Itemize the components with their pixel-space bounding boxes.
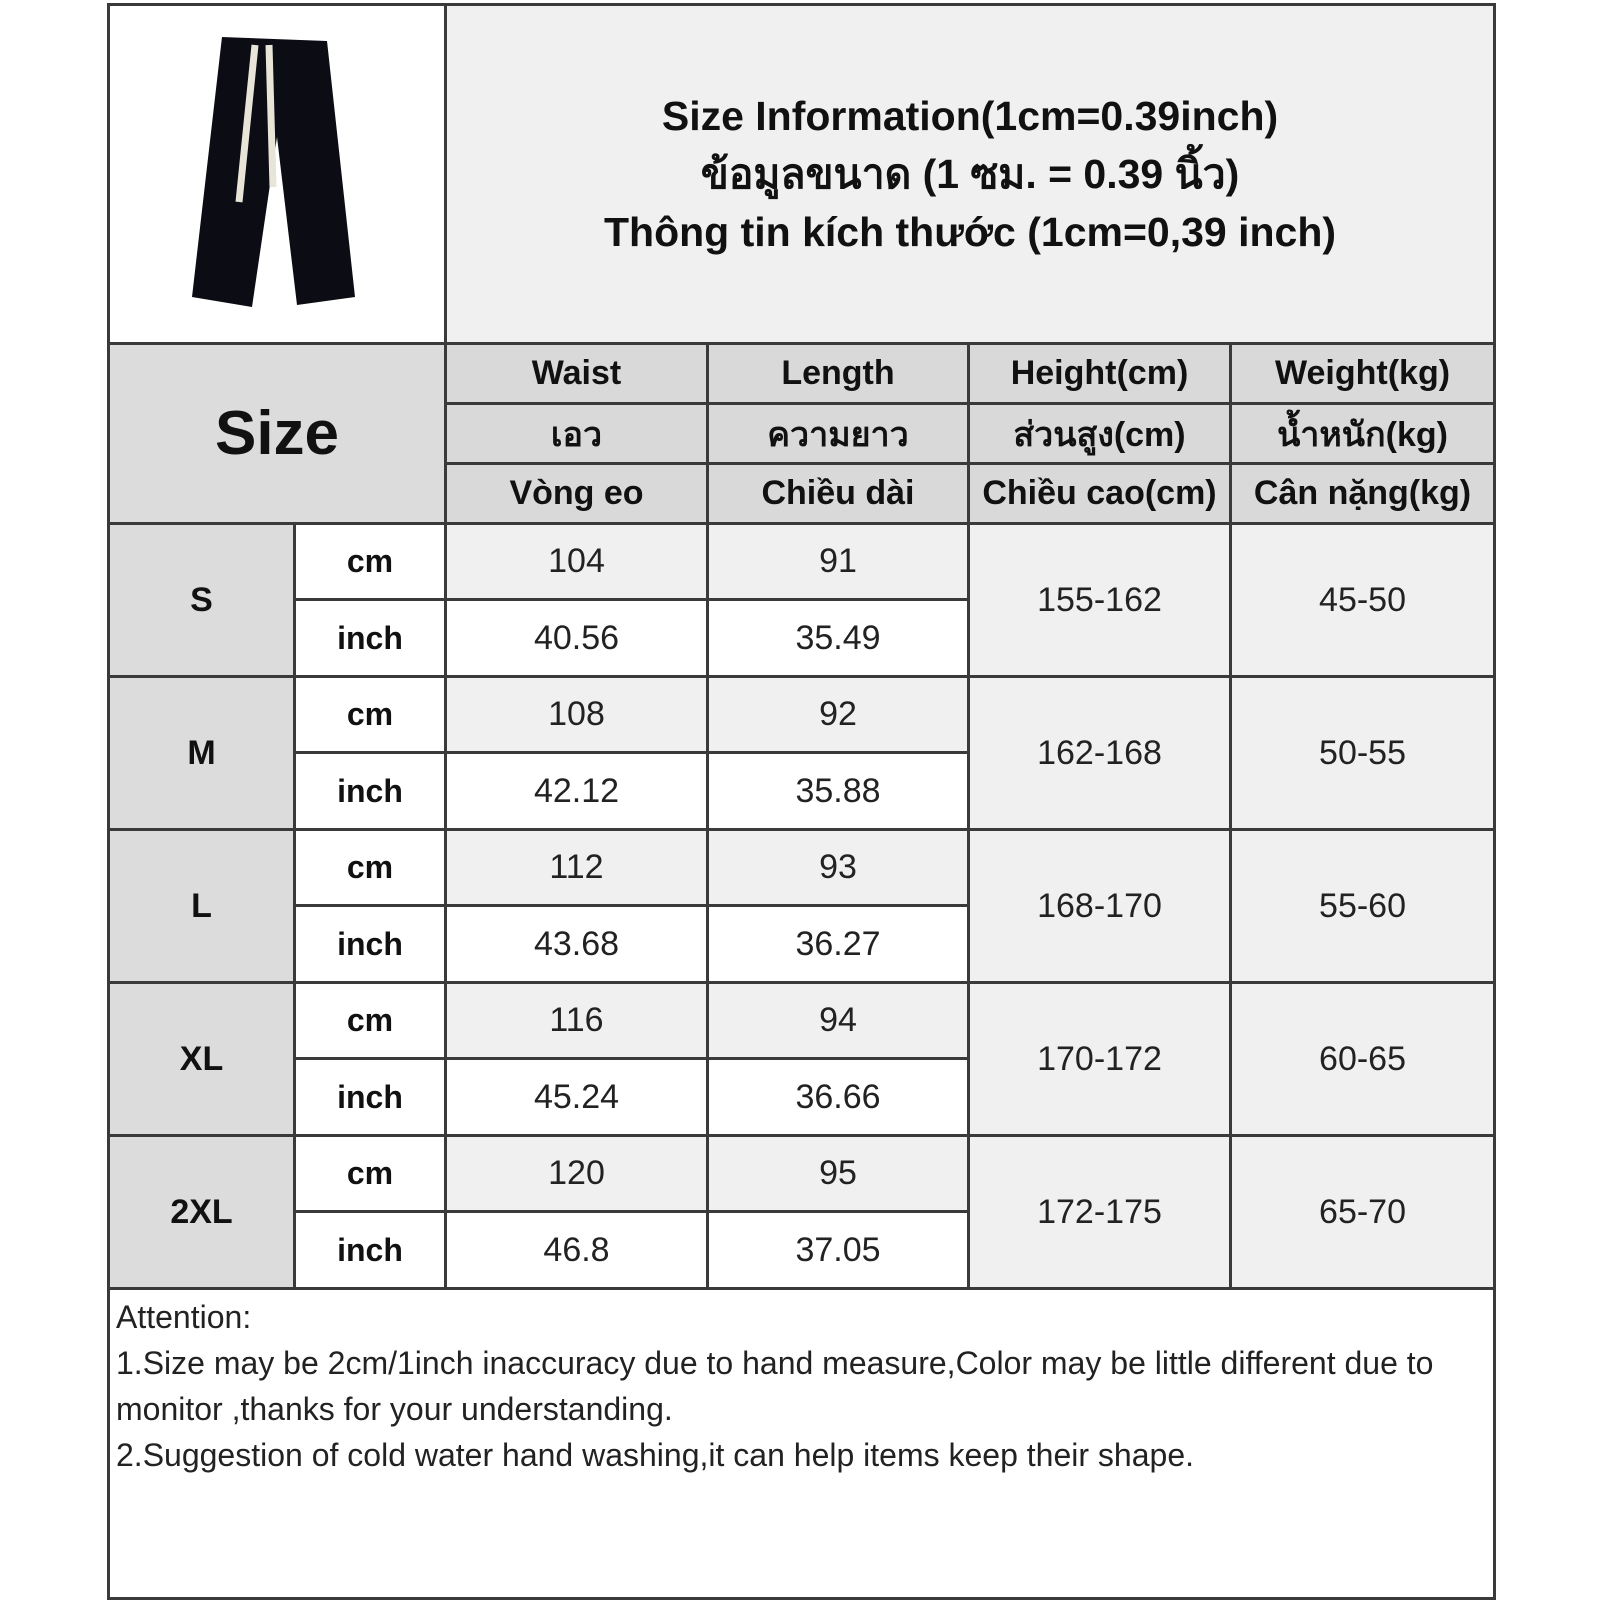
col-height-vi: Chiều cao(cm): [967, 462, 1232, 525]
weight-range: 50-55: [1228, 675, 1497, 831]
col-weight-vi: Cân nặng(kg): [1228, 462, 1497, 525]
table-row-inch: inch 40.56 35.49: [109, 598, 1495, 678]
height-range: 170-172: [967, 981, 1232, 1137]
col-weight-en: Weight(kg): [1228, 342, 1497, 405]
table-row-inch: inch 42.12 35.88: [109, 751, 1495, 831]
col-weight-th: น้ำหนัก(kg): [1228, 402, 1497, 465]
notes: Attention: 1.Size may be 2cm/1inch inacc…: [106, 1287, 1497, 1600]
size-chart: Size Information(1cm=0.39inch) ข้อมูลขนา…: [106, 3, 1497, 1600]
waist-inch: 46.8: [444, 1210, 709, 1290]
length-cm: 93: [706, 828, 970, 907]
size-label: L: [107, 828, 296, 984]
col-height-th: ส่วนสูง(cm): [967, 402, 1232, 465]
unit-cm: cm: [293, 828, 447, 907]
waist-cm: 116: [444, 981, 709, 1060]
waist-cm: 104: [444, 522, 709, 601]
table-row-cm: XL cm 116 94 170-172 60-65: [107, 981, 1497, 1137]
unit-inch: inch: [293, 904, 447, 984]
height-range: 155-162: [967, 522, 1232, 678]
unit-inch: inch: [293, 751, 447, 831]
title-en: Size Information(1cm=0.39inch): [661, 93, 1279, 139]
unit-inch: inch: [293, 1210, 447, 1290]
length-inch: 36.66: [706, 1057, 970, 1137]
size-label: 2XL: [107, 1134, 296, 1290]
pants-image: [192, 36, 355, 307]
table-row-inch: inch 43.68 36.27: [109, 904, 1495, 984]
title-th: ข้อมูลขนาด (1 ซม. = 0.39 นิ้ว): [700, 151, 1240, 197]
col-length-en: Length: [706, 342, 970, 405]
col-waist-th: เอว: [444, 402, 709, 465]
table-row-cm: M cm 108 92 162-168 50-55: [107, 675, 1497, 831]
notes-line-2: 2.Suggestion of cold water hand washing,…: [116, 1437, 1194, 1473]
length-inch: 35.49: [706, 598, 970, 678]
col-length-vi: Chiều dài: [706, 462, 970, 525]
notes-line-1: 1.Size may be 2cm/1inch inaccuracy due t…: [116, 1345, 1434, 1427]
waist-inch: 43.68: [444, 904, 709, 984]
title-vi: Thông tin kích thước (1cm=0,39 inch): [604, 209, 1337, 255]
col-length-th: ความยาว: [706, 402, 970, 465]
waist-inch: 45.24: [444, 1057, 709, 1137]
unit-cm: cm: [293, 522, 447, 601]
col-height-en: Height(cm): [967, 342, 1232, 405]
table-row-inch: inch 45.24 36.66: [109, 1057, 1495, 1137]
col-waist-en: Waist: [444, 342, 709, 405]
length-inch: 36.27: [706, 904, 970, 984]
table-row-cm: S cm 104 91 155-162 45-50: [107, 522, 1497, 678]
waist-inch: 40.56: [444, 598, 709, 678]
length-cm: 91: [706, 522, 970, 601]
unit-inch: inch: [293, 1057, 447, 1137]
size-header: Size: [107, 342, 447, 525]
height-range: 172-175: [967, 1134, 1232, 1290]
table-row-inch: inch 46.8 37.05: [109, 1210, 1495, 1290]
notes-heading: Attention:: [116, 1299, 252, 1335]
height-range: 168-170: [967, 828, 1232, 984]
col-waist-vi: Vòng eo: [444, 462, 709, 525]
size-label: M: [107, 675, 296, 831]
length-cm: 94: [706, 981, 970, 1060]
product-image: [107, 3, 447, 345]
table-row-cm: 2XL cm 120 95 172-175 65-70: [107, 1134, 1497, 1290]
length-inch: 37.05: [706, 1210, 970, 1290]
title-block: Size Information(1cm=0.39inch) ข้อมูลขนา…: [443, 3, 1497, 345]
weight-range: 55-60: [1228, 828, 1497, 984]
table-row-cm: L cm 112 93 168-170 55-60: [107, 828, 1497, 984]
weight-range: 65-70: [1228, 1134, 1497, 1290]
length-inch: 35.88: [706, 751, 970, 831]
waist-inch: 42.12: [444, 751, 709, 831]
length-cm: 95: [706, 1134, 970, 1213]
size-label: S: [107, 522, 296, 678]
unit-cm: cm: [293, 1134, 447, 1213]
waist-cm: 108: [444, 675, 709, 754]
waist-cm: 120: [444, 1134, 709, 1213]
unit-cm: cm: [293, 981, 447, 1060]
unit-inch: inch: [293, 598, 447, 678]
length-cm: 92: [706, 675, 970, 754]
height-range: 162-168: [967, 675, 1232, 831]
waist-cm: 112: [444, 828, 709, 907]
unit-cm: cm: [293, 675, 447, 754]
size-label: XL: [107, 981, 296, 1137]
weight-range: 60-65: [1228, 981, 1497, 1137]
weight-range: 45-50: [1228, 522, 1497, 678]
